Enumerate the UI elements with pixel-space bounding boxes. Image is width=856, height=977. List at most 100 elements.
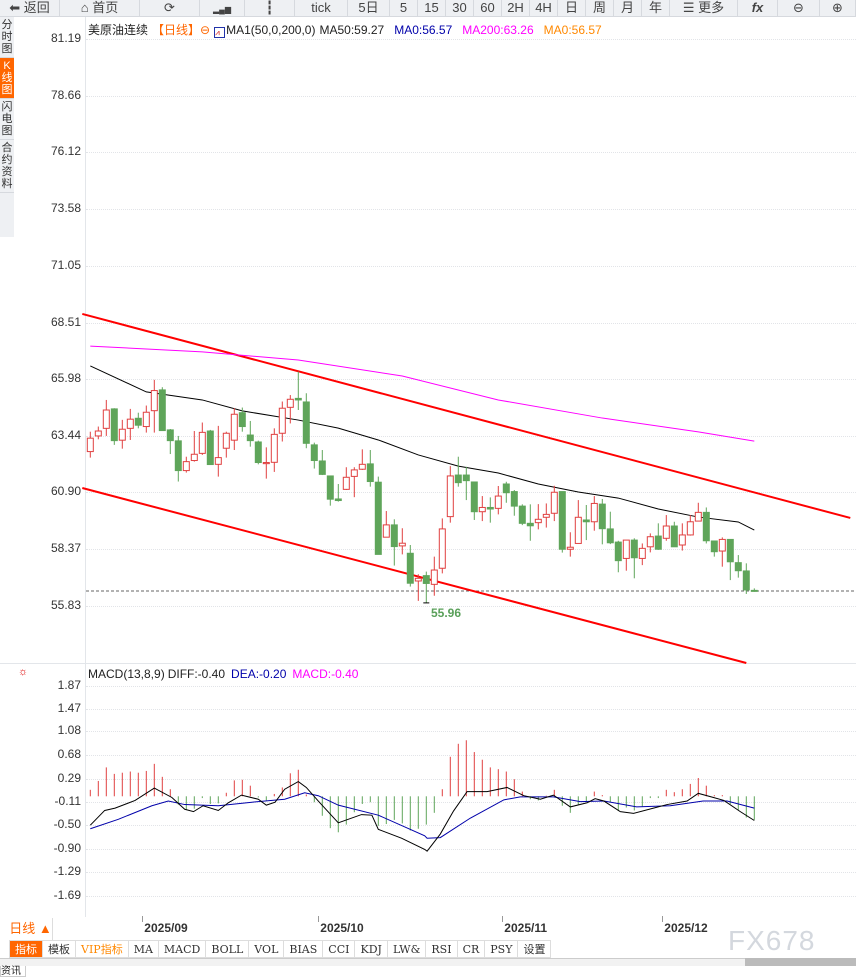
- menu-icon: ☰: [682, 0, 699, 15]
- sidebar-item-kline[interactable]: K线图: [0, 58, 14, 99]
- sidebar-item-flash[interactable]: 闪电图: [0, 99, 14, 140]
- toolbar-button-fx[interactable]: fx: [738, 0, 778, 17]
- sidebar-item-contract-info[interactable]: 合约资料: [0, 140, 14, 193]
- period-selector[interactable]: 日线 ▲: [9, 918, 53, 940]
- toolbar-button-5日[interactable]: 5日: [348, 0, 390, 17]
- horizontal-scrollbar[interactable]: [0, 958, 856, 966]
- candle-up: [694, 511, 702, 522]
- candle-down: [502, 483, 510, 494]
- indicator-tab-lw&[interactable]: LW&: [387, 940, 427, 958]
- gridline: [86, 549, 856, 550]
- toolbar-button-chart-bars[interactable]: ▂▄▆: [200, 0, 245, 17]
- candle-down: [670, 525, 678, 548]
- candle-up: [286, 398, 294, 408]
- toolbar-button-周[interactable]: 周: [586, 0, 614, 17]
- toolbar-button-返回[interactable]: ⬅ 返回: [0, 0, 60, 17]
- fx678-watermark: FX678: [728, 925, 816, 956]
- gridline: [86, 379, 856, 380]
- indicator-tab-macd[interactable]: MACD: [158, 940, 207, 958]
- candle-down: [318, 460, 326, 475]
- candle-down: [702, 511, 710, 542]
- channel-lower-line: [82, 487, 747, 664]
- toolbar-button-4H[interactable]: 4H: [530, 0, 558, 17]
- candle-down: [630, 539, 638, 559]
- settings-sun-icon[interactable]: ☼: [18, 666, 29, 678]
- candle-up: [646, 536, 654, 548]
- refresh-icon: ⟳: [164, 0, 175, 15]
- date-axis-label: 2025/09: [144, 921, 188, 935]
- candle-up: [262, 462, 270, 465]
- candle-up: [494, 495, 502, 509]
- ma200-line: [90, 345, 755, 442]
- ma-setting[interactable]: MA1(50,0,200,0): [226, 23, 316, 37]
- candle-down: [174, 440, 182, 472]
- toolbar-button-2H[interactable]: 2H: [502, 0, 530, 17]
- toolbar-button-年[interactable]: 年: [642, 0, 670, 17]
- toolbar-label: 30: [452, 0, 467, 15]
- toolbar-button-refresh[interactable]: ⟳: [140, 0, 200, 17]
- macd-axis-label: -0.50: [53, 817, 81, 831]
- collapse-icon[interactable]: ⊖: [200, 23, 211, 37]
- toolbar-button-5[interactable]: 5: [390, 0, 418, 17]
- toolbar-button-60[interactable]: 60: [474, 0, 502, 17]
- price-axis-label: 68.51: [50, 315, 81, 329]
- toolbar-label: 周: [592, 0, 606, 15]
- toolbar-label: 更多: [698, 0, 725, 15]
- ma-indicator-icon[interactable]: ⩘: [214, 27, 226, 38]
- gridline: [86, 266, 856, 267]
- indicator-tab-设置[interactable]: 设置: [518, 940, 552, 958]
- toolbar-button-首页[interactable]: ⌂ 首页: [60, 0, 140, 17]
- candle-up: [662, 525, 670, 539]
- toolbar-button-30[interactable]: 30: [446, 0, 474, 17]
- macd-axis-label: 0.68: [57, 747, 81, 761]
- candle-down: [246, 434, 254, 442]
- toolbar-button-15[interactable]: 15: [418, 0, 446, 17]
- indicator-tab-bias[interactable]: BIAS: [284, 940, 324, 958]
- toolbar-button-月[interactable]: 月: [614, 0, 642, 17]
- candle-up: [438, 528, 446, 569]
- chart-legend: 美原油连续 【日线】⊖ ⩘ MA1(50,0,200,0) MA50:59.27 MA0:…: [88, 21, 606, 38]
- toolbar-button-tick[interactable]: tick: [295, 0, 348, 17]
- indicator-tab-cci[interactable]: CCI: [323, 940, 356, 958]
- sidebar-item-timeshare[interactable]: 分时图: [0, 17, 14, 58]
- gridline: [86, 896, 856, 897]
- indicator-tab-vol[interactable]: VOL: [249, 940, 285, 958]
- candle-down: [110, 408, 118, 442]
- gridline: [86, 686, 856, 687]
- candle-up: [398, 542, 406, 547]
- gridline: [86, 323, 856, 324]
- indicator-tab-模板[interactable]: 模板: [43, 940, 76, 958]
- candle-down: [582, 519, 590, 523]
- candle-down: [406, 552, 414, 584]
- macd-axis-label: -1.69: [53, 888, 81, 902]
- indicator-tab-rsi[interactable]: RSI: [426, 940, 458, 958]
- indicator-tab-kdj[interactable]: KDJ: [355, 940, 388, 958]
- diff-value: DIFF:-0.40: [167, 667, 226, 681]
- indicator-tab-指标[interactable]: 指标: [9, 940, 43, 958]
- candle-down: [470, 481, 478, 513]
- candle-up: [102, 409, 110, 429]
- candle-down: [518, 505, 526, 524]
- zoom-out-icon: ⊖: [793, 0, 804, 15]
- toolbar-button-更多[interactable]: ☰ 更多: [670, 0, 738, 17]
- indicator-tab-psy[interactable]: PSY: [485, 940, 519, 958]
- toolbar-button-zoom-out[interactable]: ⊖: [778, 0, 820, 17]
- indicator-tab-boll[interactable]: BOLL: [206, 940, 250, 958]
- price-axis-label: 71.05: [50, 258, 81, 272]
- toolbar-button-candlestick[interactable]: ┇: [245, 0, 295, 17]
- scrollbar-thumb[interactable]: [745, 958, 856, 966]
- toolbar-button-日[interactable]: 日: [558, 0, 586, 17]
- candle-up: [198, 431, 206, 454]
- tab-news[interactable]: 资讯: [0, 966, 26, 977]
- indicator-tab-cr[interactable]: CR: [457, 940, 486, 958]
- macd-params[interactable]: MACD(13,8,9): [88, 667, 165, 681]
- toolbar-label: 2H: [507, 0, 524, 15]
- indicator-tab-ma[interactable]: MA: [128, 940, 159, 958]
- candle-down: [302, 401, 310, 444]
- home-icon: ⌂: [80, 0, 93, 15]
- indicator-tab-vip指标[interactable]: VIP指标: [76, 940, 129, 958]
- candle-down: [526, 522, 534, 527]
- candle-up: [414, 577, 422, 582]
- candle-down: [390, 524, 398, 548]
